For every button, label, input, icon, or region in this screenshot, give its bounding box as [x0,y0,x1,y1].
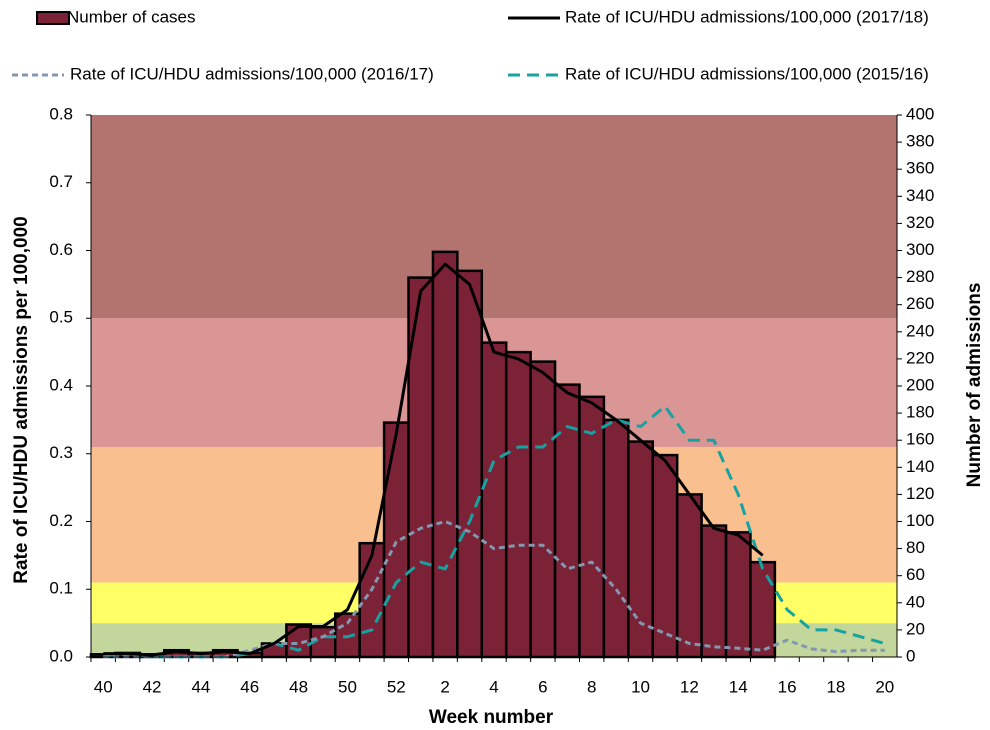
bar [749,560,777,659]
y2-tick-label: 260 [906,294,934,313]
x-tick-label: 4 [489,677,498,696]
legend-label: Rate of ICU/HDU admissions/100,000 (2017… [565,7,929,26]
bar [700,524,728,659]
y2-tick-label: 180 [906,403,934,422]
y-axis-title: Rate of ICU/HDU admissions per 100,000 [11,216,32,583]
x-axis-title: Week number [429,707,554,728]
y-tick-label: 0.3 [49,443,73,462]
y2-tick-label: 80 [906,538,925,557]
x-tick-label: 20 [875,677,894,696]
bar [602,418,630,659]
bar [504,350,532,659]
bar [431,250,459,659]
bar [382,421,410,659]
legend-swatch [36,11,70,25]
x-tick-label: 6 [538,677,547,696]
x-tick-label: 42 [143,677,162,696]
y2-tick-label: 60 [906,565,925,584]
x-tick-label: 18 [826,677,845,696]
bar [480,341,508,659]
bar [285,623,313,659]
x-tick-label: 46 [240,677,259,696]
x-tick-label: 48 [289,677,308,696]
x-tick-label: 14 [729,677,748,696]
x-tick-label: 52 [387,677,406,696]
x-tick-label: 44 [191,677,210,696]
y2-tick-label: 200 [906,375,934,394]
x-tick-label: 16 [778,677,797,696]
legend-label: Rate of ICU/HDU admissions/100,000 (2016… [70,64,434,83]
y-tick-label: 0.7 [49,172,73,191]
bar [675,493,703,659]
x-tick-label: 40 [94,677,113,696]
y2-tick-label: 340 [906,186,934,205]
y2-tick-label: 300 [906,240,934,259]
y-tick-label: 0.6 [49,240,73,259]
threshold-band [91,115,897,319]
y2-tick-label: 20 [906,619,925,638]
bar [578,395,606,659]
y-tick-label: 0.5 [49,308,73,327]
legend-label: Rate of ICU/HDU admissions/100,000 (2015… [565,64,929,83]
bar [651,453,679,659]
y-tick-label: 0.2 [49,511,73,530]
x-tick-label: 12 [680,677,699,696]
y2-tick-label: 140 [906,457,934,476]
y2-tick-label: 360 [906,159,934,178]
bar [358,541,386,659]
bar [724,531,752,659]
x-tick-label: 2 [440,677,449,696]
y2-tick-label: 380 [906,132,934,151]
y2-tick-label: 400 [906,104,934,123]
y2-tick-label: 100 [906,511,934,530]
bar [529,360,557,659]
x-tick-label: 10 [631,677,650,696]
y2-tick-label: 120 [906,484,934,503]
y2-tick-label: 160 [906,430,934,449]
legend-label: Number of cases [67,7,196,26]
y2-tick-label: 320 [906,213,934,232]
y-tick-label: 0.8 [49,104,73,123]
y-tick-label: 0.0 [49,646,73,665]
y2-tick-label: 0 [906,646,915,665]
y2-tick-label: 280 [906,267,934,286]
y2-tick-label: 240 [906,321,934,340]
y2-tick-label: 220 [906,348,934,367]
bar [456,269,484,659]
line-series [103,262,764,657]
y-tick-label: 0.1 [49,579,73,598]
y-tick-label: 0.4 [49,375,73,394]
x-tick-label: 8 [587,677,596,696]
y2-tick-label: 40 [906,592,925,611]
line-series [102,404,886,659]
line-series [103,520,885,659]
x-tick-label: 50 [338,677,357,696]
y2-axis-title: Number of admissions [964,283,985,488]
